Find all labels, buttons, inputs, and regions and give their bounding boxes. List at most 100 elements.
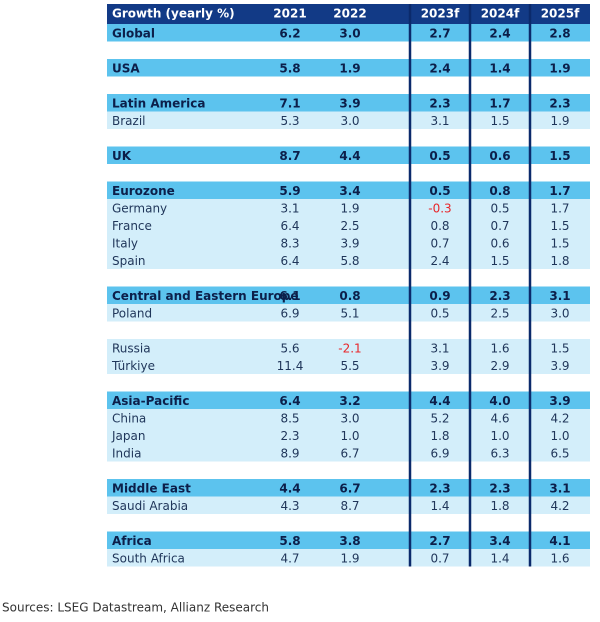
value-cell: 3.2	[339, 394, 360, 408]
value-cell: 0.7	[430, 236, 449, 250]
value-cell: 0.8	[489, 184, 510, 198]
region-label: Middle East	[112, 481, 191, 495]
country-label: Italy	[112, 236, 138, 250]
value-cell: 3.9	[549, 394, 570, 408]
value-cell: 5.3	[280, 114, 299, 128]
value-cell: 0.6	[489, 149, 510, 163]
value-cell: 1.9	[549, 61, 570, 75]
value-cell: 2.7	[429, 534, 450, 548]
value-cell: 3.1	[280, 201, 299, 215]
country-label: Russia	[112, 341, 151, 355]
value-cell: 1.5	[490, 114, 509, 128]
value-cell: 1.7	[489, 96, 510, 110]
region-label: Asia-Pacific	[112, 394, 189, 408]
value-cell: -2.1	[338, 341, 361, 355]
value-cell: 6.7	[340, 446, 359, 460]
value-cell: 4.2	[550, 411, 569, 425]
value-cell: 1.6	[550, 551, 569, 565]
value-cell: 1.0	[490, 429, 509, 443]
value-cell: 4.3	[280, 499, 299, 513]
country-label: Türkiye	[111, 359, 155, 373]
value-cell: 2.3	[429, 481, 450, 495]
header-cell: 2024f	[481, 7, 520, 21]
value-cell: 2.5	[340, 219, 359, 233]
value-cell: 4.0	[489, 394, 510, 408]
value-cell: 1.5	[490, 254, 509, 268]
value-cell: 5.8	[279, 534, 300, 548]
value-cell: 1.5	[550, 341, 569, 355]
value-cell: 1.8	[550, 254, 569, 268]
region-label: Latin America	[112, 96, 206, 110]
value-cell: 6.4	[280, 254, 299, 268]
header-cell: 2025f	[541, 7, 580, 21]
value-cell: 2.3	[549, 96, 570, 110]
value-cell: 2.3	[280, 429, 299, 443]
value-cell: 6.3	[490, 446, 509, 460]
header-cell: 2021	[273, 7, 306, 21]
value-cell: 6.2	[279, 26, 300, 40]
value-cell: 6.7	[339, 481, 360, 495]
value-cell: 0.6	[490, 236, 509, 250]
value-cell: 1.7	[549, 184, 570, 198]
value-cell: 1.5	[549, 149, 570, 163]
value-cell: 0.5	[429, 149, 450, 163]
value-cell: 8.7	[279, 149, 300, 163]
value-cell: 1.8	[430, 429, 449, 443]
value-cell: 5.6	[280, 341, 299, 355]
value-cell: 2.3	[429, 96, 450, 110]
value-cell: 4.2	[550, 499, 569, 513]
value-cell: 0.8	[339, 289, 360, 303]
value-cell: 8.3	[280, 236, 299, 250]
country-label: France	[112, 219, 152, 233]
value-cell: 6.1	[279, 289, 300, 303]
source-note: Sources: LSEG Datastream, Allianz Resear…	[2, 601, 269, 615]
region-label: Global	[112, 26, 155, 40]
country-label: China	[112, 411, 146, 425]
country-label: Saudi Arabia	[112, 499, 188, 513]
value-cell: 3.0	[339, 26, 360, 40]
region-label: UK	[112, 149, 132, 163]
value-cell: 2.7	[429, 26, 450, 40]
value-cell: 3.1	[549, 481, 570, 495]
value-cell: 5.5	[340, 359, 359, 373]
value-cell: 8.9	[280, 446, 299, 460]
value-cell: 2.3	[489, 481, 510, 495]
value-cell: 2.4	[429, 61, 450, 75]
value-cell: 3.0	[340, 411, 359, 425]
value-cell: 3.0	[550, 306, 569, 320]
value-cell: 2.4	[489, 26, 510, 40]
value-cell: 3.1	[430, 341, 449, 355]
value-cell: 6.4	[280, 219, 299, 233]
region-label: USA	[112, 61, 140, 75]
value-cell: 4.1	[549, 534, 570, 548]
value-cell: 8.5	[280, 411, 299, 425]
region-label: Eurozone	[112, 184, 175, 198]
value-cell: 1.0	[550, 429, 569, 443]
value-cell: 0.7	[430, 551, 449, 565]
country-label: Germany	[112, 201, 167, 215]
value-cell: 6.9	[280, 306, 299, 320]
value-cell: 0.5	[429, 184, 450, 198]
value-cell: 1.9	[339, 61, 360, 75]
value-cell: 6.9	[430, 446, 449, 460]
value-cell: 1.0	[340, 429, 359, 443]
header-cell: 2023f	[421, 7, 460, 21]
value-cell: 1.9	[550, 114, 569, 128]
value-cell: 5.8	[340, 254, 359, 268]
value-cell: 8.7	[340, 499, 359, 513]
value-cell: 5.2	[430, 411, 449, 425]
value-cell: 3.1	[430, 114, 449, 128]
region-label: Central and Eastern Europe	[112, 289, 299, 303]
country-label: Brazil	[112, 114, 146, 128]
value-cell: 4.6	[490, 411, 509, 425]
country-label: Spain	[112, 254, 146, 268]
value-cell: 6.5	[550, 446, 569, 460]
value-cell: 1.9	[340, 201, 359, 215]
value-cell: 1.9	[340, 551, 359, 565]
value-cell: 3.9	[340, 236, 359, 250]
value-cell: 7.1	[279, 96, 300, 110]
value-cell: 1.6	[490, 341, 509, 355]
country-label: Japan	[111, 429, 145, 443]
value-cell: 11.4	[277, 359, 304, 373]
